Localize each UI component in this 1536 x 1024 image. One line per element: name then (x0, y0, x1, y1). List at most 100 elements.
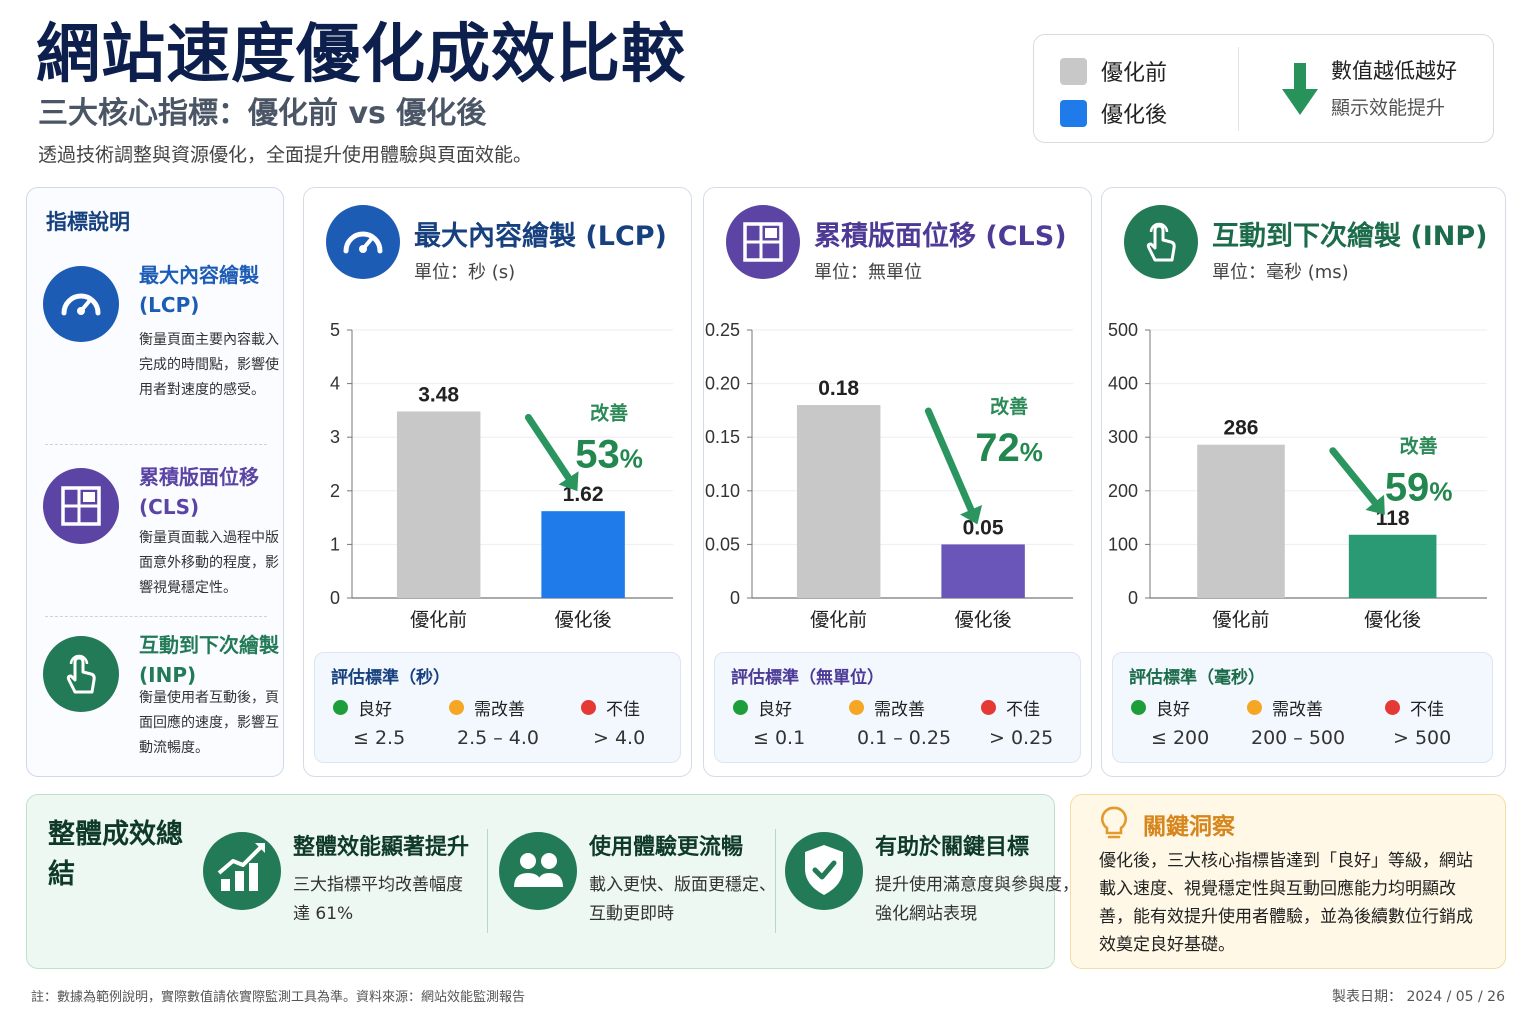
legend-before-swatch (1060, 57, 1087, 85)
good-dot-icon (333, 700, 348, 715)
good-range: ≤ 2.5 (353, 727, 406, 749)
y-tick-label: 0.05 (705, 534, 740, 554)
overall-summary: 整體成效總結 整體效能顯著提升 三大指標平均改善幅度 達 61% 使用體驗更流暢… (26, 794, 1079, 969)
good-range: ≤ 0.1 (753, 727, 806, 749)
legend: 優化前 優化後 數值越低越好 顯示效能提升 (1033, 34, 1494, 143)
gauge-icon (326, 205, 400, 279)
x-category-label: 優化後 (955, 609, 1012, 631)
metric-lcp-explanation: 最大內容繪製 (LCP) 衡量頁面主要內容載入完成的時間點，影響使用者對速度的感… (43, 262, 279, 432)
y-tick-label: 0.25 (705, 320, 740, 340)
bar-before (796, 405, 881, 598)
criteria-title: 評估標準（無單位） (731, 668, 884, 688)
summary-text-line: 強化網站表現 (875, 904, 977, 924)
legend-divider (1238, 47, 1239, 131)
summary-head: 整體效能顯著提升 (293, 835, 470, 860)
warn-label: 需改善 (474, 700, 525, 720)
criteria-bad: 不佳 > 0.25 (981, 695, 1091, 749)
y-tick-label: 400 (1108, 374, 1138, 394)
y-tick-label: 0.20 (705, 374, 740, 394)
y-tick-label: 0.15 (705, 427, 740, 447)
y-tick-label: 5 (330, 320, 340, 340)
x-category-label: 優化前 (810, 609, 867, 631)
summary-text-line: 三大指標平均改善幅度 (293, 875, 463, 895)
metric-explanation-panel: 指標說明 最大內容繪製 (LCP) 衡量頁面主要內容載入完成的時間點，影響使用者… (26, 187, 284, 777)
metric-lcp-text: 衡量頁面主要內容載入完成的時間點，影響使用者對速度的感受。 (139, 332, 279, 398)
bar-value-label: 3.48 (418, 383, 459, 406)
summary-text: 提升使用滿意度與參與度， 強化網站表現 (875, 871, 1079, 929)
good-range: ≤ 200 (1151, 727, 1210, 749)
chart-unit: 單位：秒 (s) (414, 262, 516, 283)
footnote: 註：數據為範例說明，實際數值請依實際監測工具為準。資料來源：網站效能監測報告 (31, 990, 526, 1005)
warn-dot-icon (449, 700, 464, 715)
improvement-value: 59% (1385, 466, 1453, 510)
x-category-label: 優化後 (555, 609, 612, 631)
y-tick-label: 0 (330, 588, 340, 608)
legend-before-label: 優化前 (1101, 61, 1168, 86)
tap-hand-icon (43, 636, 119, 712)
y-tick-label: 1 (330, 534, 340, 554)
y-tick-label: 2 (330, 481, 340, 501)
criteria-good: 良好 ≤ 200 (1131, 695, 1241, 749)
page-subtitle: 三大核心指標：優化前 vs 優化後 (38, 96, 487, 131)
summary-text-line: 互動更即時 (589, 904, 674, 924)
warn-label: 需改善 (874, 700, 925, 720)
warn-range: 2.5 – 4.0 (457, 727, 540, 749)
good-label: 良好 (1156, 700, 1190, 720)
improvement-unit: % (620, 443, 643, 473)
layout-shift-icon (726, 205, 800, 279)
legend-after-swatch (1060, 99, 1087, 127)
bar-value-label: 0.05 (963, 516, 1004, 539)
users-icon (499, 832, 577, 910)
bar-after (541, 511, 625, 598)
chart-card-inp: 互動到下次繪製 (INP) 單位：毫秒 (ms) 0 100 200 300 400 50… (1101, 187, 1506, 777)
improvement-label: 改善 (1400, 435, 1438, 458)
criteria-box: 評估標準（毫秒） 良好 ≤ 200 需改善 200 – 500 不佳 > 500 (1112, 652, 1493, 763)
good-dot-icon (733, 700, 748, 715)
bar-after (941, 544, 1025, 598)
bar-before (1197, 444, 1285, 598)
bad-range: > 500 (1393, 727, 1452, 749)
chart-card-cls: 累積版面位移 (CLS) 單位：無單位 0 0.05 0.10 0.15 0.20 0.2… (703, 187, 1092, 777)
bar-value-label: 0.18 (818, 377, 859, 400)
improvement-percent: 53 (575, 432, 620, 476)
key-insight: 關鍵洞察 優化後，三大核心指標皆達到「良好」等級，網站載入速度、視覺穩定性與互動… (1070, 794, 1506, 969)
legend-after: 優化後 (1060, 97, 1167, 129)
warn-range: 200 – 500 (1251, 727, 1346, 749)
divider (45, 444, 267, 445)
y-tick-label: 100 (1108, 534, 1138, 554)
lightbulb-icon (1101, 806, 1127, 839)
improvement-label: 改善 (590, 401, 628, 424)
page-description: 透過技術調整與資源優化，全面提升使用體驗與頁面效能。 (38, 144, 533, 166)
metric-lcp-name: 最大內容繪製 (LCP) (139, 263, 259, 317)
improvement-label: 改善 (990, 395, 1028, 418)
chart-unit: 單位：無單位 (814, 262, 922, 283)
improvement-percent: 72 (975, 426, 1020, 470)
x-category-label: 優化後 (1364, 609, 1421, 631)
y-tick-label: 500 (1108, 320, 1138, 340)
good-label: 良好 (358, 700, 392, 720)
chart-card-lcp: 最大內容繪製 (LCP) 單位：秒 (s) 0 1 2 3 4 5 3.48 優化前 1.62 優… (303, 187, 692, 777)
legend-before: 優化前 (1060, 55, 1167, 87)
y-tick-label: 3 (330, 427, 340, 447)
chart-title: 累積版面位移 (CLS) (814, 221, 1067, 252)
page-title: 網站速度優化成效比較 (36, 18, 686, 92)
growth-chart-icon (203, 832, 281, 910)
metric-cls-text: 衡量頁面載入過程中版面意外移動的程度，影響視覺穩定性。 (139, 530, 279, 596)
summary-text: 載入更快、版面更穩定、 互動更即時 (589, 871, 776, 929)
good-label: 良好 (758, 700, 792, 720)
bar-before (396, 411, 481, 598)
criteria-box: 評估標準（無單位） 良好 ≤ 0.1 需改善 0.1 – 0.25 不佳 > 0… (714, 652, 1081, 763)
warn-dot-icon (1247, 700, 1262, 715)
summary-text: 三大指標平均改善幅度 達 61% (293, 871, 463, 929)
metric-cls-name: 累積版面位移 (CLS) (139, 465, 259, 519)
shield-check-icon (785, 832, 863, 910)
layout-shift-icon (43, 468, 119, 544)
bad-label: 不佳 (1410, 700, 1444, 720)
y-tick-label: 200 (1108, 481, 1138, 501)
improvement-percent: 59 (1385, 466, 1430, 510)
y-tick-label: 0.10 (705, 481, 740, 501)
bad-range: > 0.25 (989, 727, 1054, 749)
metric-cls-explanation: 累積版面位移 (CLS) 衡量頁面載入過程中版面意外移動的程度，影響視覺穩定性。 (43, 464, 279, 614)
